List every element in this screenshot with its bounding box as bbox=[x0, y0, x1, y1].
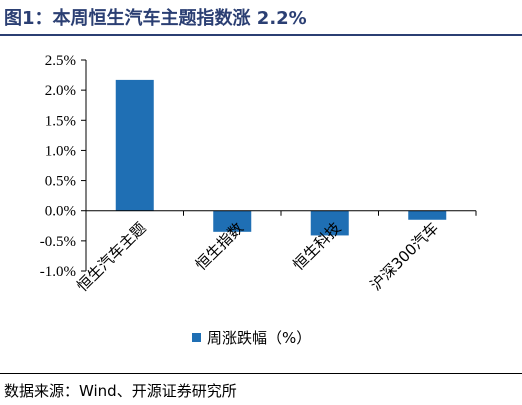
x-category-label: 沪深300汽车 bbox=[367, 219, 442, 294]
y-tick-label: 1.5% bbox=[45, 113, 76, 129]
source-divider bbox=[0, 373, 522, 374]
y-tick-label: 0.0% bbox=[45, 204, 76, 220]
bar-chart: -1.0% -0.5% 0.0% 0.5% 1.0% 1.5% 2.0% 2.5% 恒生汽车主… bbox=[40, 53, 477, 347]
bar bbox=[310, 210, 349, 236]
x-category-label: 恒生汽车主题 bbox=[73, 219, 149, 295]
bar bbox=[213, 210, 252, 232]
legend-swatch bbox=[192, 333, 201, 342]
legend-label: 周涨跌幅（%） bbox=[207, 329, 311, 347]
bar bbox=[115, 79, 154, 211]
y-tick-label: 1.0% bbox=[45, 143, 76, 159]
page-title: 图1：本周恒生汽车主题指数涨 2.2% bbox=[4, 8, 307, 29]
source-note: 数据来源：Wind、开源证券研究所 bbox=[4, 382, 237, 400]
y-tick-label: 0.5% bbox=[45, 174, 76, 190]
y-tick-label: -1.0% bbox=[40, 264, 76, 280]
y-tick-label: 2.5% bbox=[45, 53, 76, 69]
y-tick-label: -0.5% bbox=[40, 234, 76, 250]
title-bar: 图1：本周恒生汽车主题指数涨 2.2% bbox=[0, 0, 522, 36]
y-tick-label: 2.0% bbox=[45, 83, 76, 99]
bar bbox=[408, 210, 447, 220]
